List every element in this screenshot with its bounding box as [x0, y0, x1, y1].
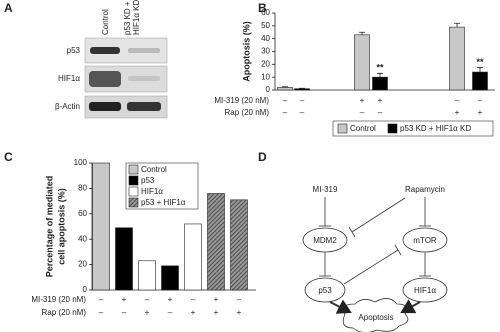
y-tick-label: 20	[261, 59, 270, 68]
legend-swatch	[128, 186, 139, 197]
node-label: Rapamycin	[405, 185, 445, 194]
row-label: β-Actin	[55, 102, 80, 111]
legend-swatch	[128, 197, 139, 208]
y-tick-label: 20	[78, 260, 87, 269]
y-tick-label: 10	[261, 72, 270, 81]
bar	[207, 193, 225, 291]
treatment-label: MI-319 (20 nM)	[31, 295, 86, 304]
legend-label: p53 + HIF1α	[141, 198, 186, 207]
y-axis-label: Apoptosis (%)	[241, 21, 251, 82]
y-tick-label: 50	[261, 21, 270, 30]
treatment-sign: +	[455, 108, 460, 117]
treatment-sign: +	[378, 96, 383, 105]
treatment-sign: +	[145, 308, 150, 317]
legend-label: p53 KD + HIF1α KD	[400, 124, 471, 133]
error-bar	[477, 67, 483, 73]
bar	[184, 223, 202, 291]
treatment-sign: –	[145, 295, 150, 304]
treatment-sign: +	[237, 308, 242, 317]
lane-label: HIF1α KD	[132, 0, 141, 35]
bar	[372, 76, 388, 91]
treatment-sign: –	[455, 96, 460, 105]
treatment-sign: +	[214, 308, 219, 317]
error-bar	[359, 31, 365, 35]
treatment-sign: +	[122, 295, 127, 304]
treatment-sign: –	[168, 308, 173, 317]
treatment-sign: –	[99, 295, 104, 304]
treatment-sign: –	[283, 108, 288, 117]
treatment-sign: +	[214, 295, 219, 304]
legend-label: Control	[350, 124, 376, 133]
western-blot: Control p53 KD + HIF1α KD p53 HIF1α β-Ac…	[55, 0, 168, 119]
bar	[161, 265, 179, 291]
treatment-sign: –	[378, 108, 383, 117]
legend-swatch	[128, 175, 139, 186]
y-tick-label: 80	[78, 184, 87, 193]
y-tick-label: 30	[261, 47, 270, 56]
bar	[354, 34, 370, 91]
bar	[138, 260, 156, 291]
legend-swatch	[128, 164, 139, 175]
treatment-sign: –	[300, 108, 305, 117]
legend-swatch	[387, 123, 398, 134]
y-axis-label: Percentage of mediated	[44, 176, 54, 278]
treatment-label: MI-319 (20 nM)	[214, 96, 269, 105]
lane-label: Control	[101, 9, 110, 35]
treatment-sign: –	[478, 96, 483, 105]
legend-label: Control	[141, 165, 167, 174]
treatment-sign: –	[300, 96, 305, 105]
treatment-sign: –	[237, 295, 242, 304]
node-label: mTOR	[413, 236, 437, 245]
error-bar	[282, 86, 288, 88]
bar	[472, 71, 488, 91]
treatment-sign: –	[360, 108, 365, 117]
y-tick-label: 40	[261, 34, 270, 43]
treatment-sign: –	[99, 308, 104, 317]
treatment-sign: +	[360, 96, 365, 105]
treatment-sign: –	[283, 96, 288, 105]
bar	[277, 87, 293, 91]
y-tick-label: 60	[78, 209, 87, 218]
significance-label: **	[476, 57, 484, 67]
row-label: p53	[67, 46, 81, 55]
node-label: Apoptosis	[358, 313, 393, 322]
y-axis-label: cell apoptosis (%)	[56, 188, 66, 265]
treatment-sign: +	[191, 308, 196, 317]
bar	[449, 26, 465, 91]
row-label: HIF1α	[58, 74, 80, 83]
pathway-diagram	[302, 197, 448, 332]
legend-box	[332, 120, 494, 137]
y-tick-label: 40	[78, 234, 87, 243]
treatment-sign: +	[168, 295, 173, 304]
bar	[115, 227, 133, 291]
significance-label: **	[376, 63, 384, 73]
panel-label: B	[258, 1, 267, 15]
treatment-sign: –	[122, 308, 127, 317]
node-label: p53	[318, 286, 332, 295]
error-bar	[377, 72, 383, 78]
treatment-sign: +	[478, 108, 483, 117]
legend-label: p53	[141, 176, 155, 185]
bar	[92, 162, 110, 291]
y-tick-label: 0	[83, 285, 88, 294]
lane-label: p53 KD +	[123, 1, 132, 35]
panel-label: A	[4, 1, 13, 15]
error-bar	[454, 22, 460, 28]
node-label: MI-319	[313, 185, 338, 194]
bar	[294, 88, 310, 91]
y-tick-label: 100	[74, 158, 88, 167]
legend-label: HIF1α	[141, 187, 163, 196]
y-tick-label: 0	[266, 85, 271, 94]
y-tick-label: 60	[261, 8, 270, 17]
node-label: MDM2	[313, 236, 337, 245]
bar	[230, 199, 248, 291]
panel-label: C	[4, 150, 13, 164]
treatment-sign: –	[191, 295, 196, 304]
node-label: HIF1α	[414, 286, 436, 295]
treatment-label: Rap (20 nM)	[42, 308, 87, 317]
panel-label: D	[258, 150, 267, 164]
treatment-label: Rap (20 nM)	[225, 108, 270, 117]
legend-swatch	[337, 123, 348, 134]
